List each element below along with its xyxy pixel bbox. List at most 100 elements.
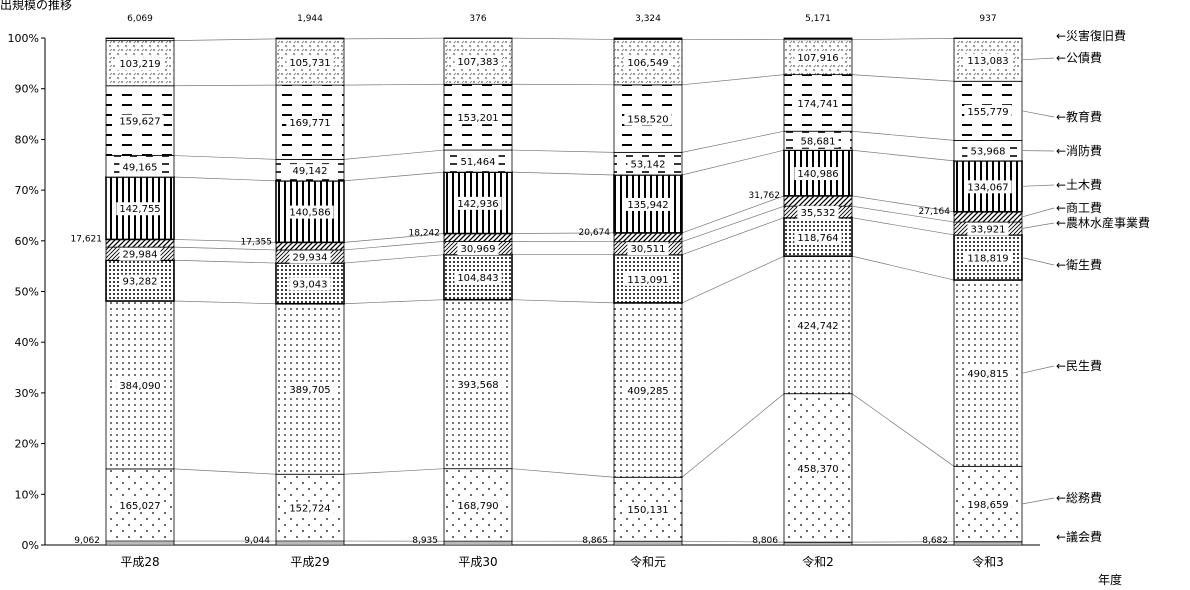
bar-segment: [275, 241, 345, 251]
data-label: 30,969: [461, 244, 496, 255]
category-label: 平成29: [290, 555, 329, 569]
data-label: 53,968: [971, 147, 1006, 158]
data-label: 169,771: [289, 118, 330, 129]
data-label: 152,724: [289, 504, 330, 515]
data-label: 409,285: [627, 386, 668, 397]
y-tick-label: 0%: [22, 539, 39, 552]
data-label: 53,142: [631, 160, 666, 171]
connector-line: [343, 83, 445, 86]
data-label-background: [964, 367, 1012, 381]
data-label: 103,219: [119, 59, 160, 70]
data-label: 8,682: [922, 536, 948, 546]
data-label-background: [457, 242, 499, 256]
y-tick-label: 10%: [15, 488, 39, 501]
data-label: 107,383: [457, 57, 498, 68]
data-label: 27,164: [919, 207, 951, 217]
y-tick-label: 100%: [8, 32, 39, 45]
bar-segment: [783, 37, 853, 41]
data-label-background: [967, 144, 1009, 158]
category-label: 令和元: [630, 554, 666, 569]
data-label-background: [289, 277, 331, 291]
data-label: 8,806: [752, 536, 778, 546]
data-label: 49,142: [293, 166, 328, 177]
connector-line: [343, 171, 445, 182]
data-label-background: [289, 250, 331, 264]
y-tick-label: 40%: [15, 336, 39, 349]
category-label: 平成30: [458, 555, 497, 569]
connector-line: [343, 299, 445, 305]
data-label: 29,934: [293, 253, 328, 264]
connector-line: [851, 255, 955, 281]
connector-line: [681, 74, 785, 86]
bar-segment: [953, 541, 1023, 546]
data-label: 458,370: [797, 464, 838, 475]
data-label: 150,131: [627, 505, 668, 516]
data-label: 168,790: [457, 501, 498, 512]
bar-segment: [953, 37, 1023, 39]
data-label-background: [964, 53, 1012, 67]
bar-segment: [783, 195, 853, 207]
data-label: 17,355: [241, 237, 273, 247]
data-label-background: [286, 55, 334, 69]
data-label: 58,681: [801, 137, 836, 148]
data-label: 49,165: [123, 162, 158, 173]
data-label-background: [286, 382, 334, 396]
connector-line: [851, 393, 955, 467]
data-label-background: [289, 164, 331, 178]
category-label: 令和3: [972, 554, 1004, 569]
y-tick-label: 20%: [15, 438, 39, 451]
connector-line: [681, 255, 785, 304]
connector-line: [681, 217, 785, 256]
data-label-background: [119, 274, 161, 288]
data-label: 159,627: [119, 117, 160, 128]
bar-segment: [953, 211, 1023, 223]
data-label: 376: [469, 14, 486, 24]
connector-line: [343, 233, 445, 243]
connector-line: [343, 241, 445, 251]
data-label: 93,043: [293, 279, 328, 290]
data-label: 93,282: [123, 277, 158, 288]
data-label-background: [116, 202, 164, 216]
data-label-background: [454, 196, 502, 210]
legend-label: ←民生費: [1056, 358, 1102, 373]
data-label: 198,659: [967, 500, 1008, 511]
connector-line: [173, 300, 277, 305]
y-tick-label: 60%: [15, 235, 39, 248]
bar-segment: [275, 540, 345, 546]
data-label: 140,586: [289, 208, 330, 219]
connector-line: [681, 393, 785, 478]
bar-segment: [613, 232, 683, 243]
data-label-background: [119, 247, 161, 261]
bar-segment: [443, 540, 513, 546]
data-label: 3,324: [635, 14, 661, 24]
data-label-background: [116, 378, 164, 392]
legend-label: ←衛生費: [1056, 257, 1102, 272]
data-label-background: [967, 222, 1009, 236]
data-label: 9,062: [74, 536, 100, 546]
data-label-background: [794, 461, 842, 475]
connector-line: [173, 155, 277, 160]
legend-leader-line: [1021, 57, 1055, 61]
bar-segment: [443, 37, 513, 39]
y-tick-label: 30%: [15, 387, 39, 400]
data-label: 113,083: [967, 56, 1008, 67]
data-label: 20,674: [579, 228, 611, 238]
data-label-background: [794, 318, 842, 332]
data-label: 134,067: [967, 182, 1008, 193]
data-label: 18,242: [409, 229, 441, 239]
data-label-background: [794, 51, 842, 65]
y-tick-label: 80%: [15, 133, 39, 146]
y-tick-label: 50%: [15, 286, 39, 299]
data-label: 118,764: [797, 233, 838, 244]
connector-line: [511, 232, 615, 234]
legend-label: ←公債費: [1056, 50, 1102, 65]
connector-line: [851, 38, 955, 41]
x-axis-title: 年度: [1098, 572, 1122, 587]
data-label-background: [624, 503, 672, 517]
connector-line: [511, 83, 615, 86]
legend-leader-line: [1021, 222, 1055, 229]
data-label: 165,027: [119, 501, 160, 512]
bar-segment: [105, 37, 175, 42]
data-label-background: [286, 116, 334, 130]
